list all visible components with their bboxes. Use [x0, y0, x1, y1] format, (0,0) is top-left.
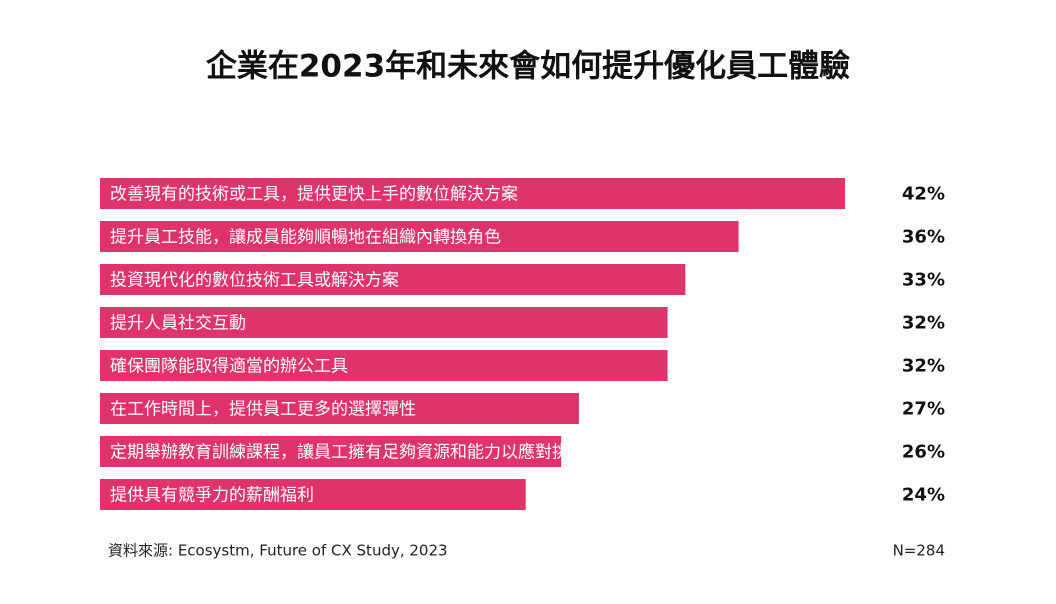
value-label: 26% [902, 442, 945, 463]
chart-title: 企業在2023年和未來會如何提升優化員工體驗 [206, 49, 850, 85]
category-label: 改善現有的技術或工具，提供更快上手的數位解決方案 [110, 185, 518, 205]
category-label: 定期舉辦教育訓練課程，讓員工擁有足夠資源和能力以應對挑戰 [110, 442, 586, 463]
category-label: 在工作時間上，提供員工更多的選擇彈性 [110, 400, 416, 420]
bar [100, 436, 562, 467]
bar [100, 307, 668, 338]
sample-size: N=284 [893, 542, 945, 560]
value-label: 36% [902, 227, 945, 248]
source-note: 資料來源: Ecosystm, Future of CX Study, 2023 [108, 542, 448, 560]
category-label: 提供具有競爭力的薪酬福利 [110, 486, 314, 506]
value-label: 42% [902, 184, 945, 205]
category-label: 投資現代化的數位技術工具或解決方案 [110, 271, 399, 291]
value-label: 24% [902, 485, 945, 506]
value-label: 27% [902, 399, 945, 420]
category-label: 提升員工技能，讓成員能夠順暢地在組織內轉換角色 [110, 227, 501, 248]
bar [100, 178, 845, 209]
category-label: 提升人員社交互動 [110, 314, 246, 334]
bar [100, 479, 526, 510]
value-label: 32% [902, 356, 945, 377]
value-label: 32% [902, 313, 945, 334]
bar [100, 350, 668, 381]
value-label: 33% [902, 270, 945, 291]
bar [100, 264, 686, 295]
category-label: 確保團隊能取得適當的辦公工具 [110, 357, 348, 377]
bar [100, 393, 579, 424]
bar [100, 221, 739, 252]
